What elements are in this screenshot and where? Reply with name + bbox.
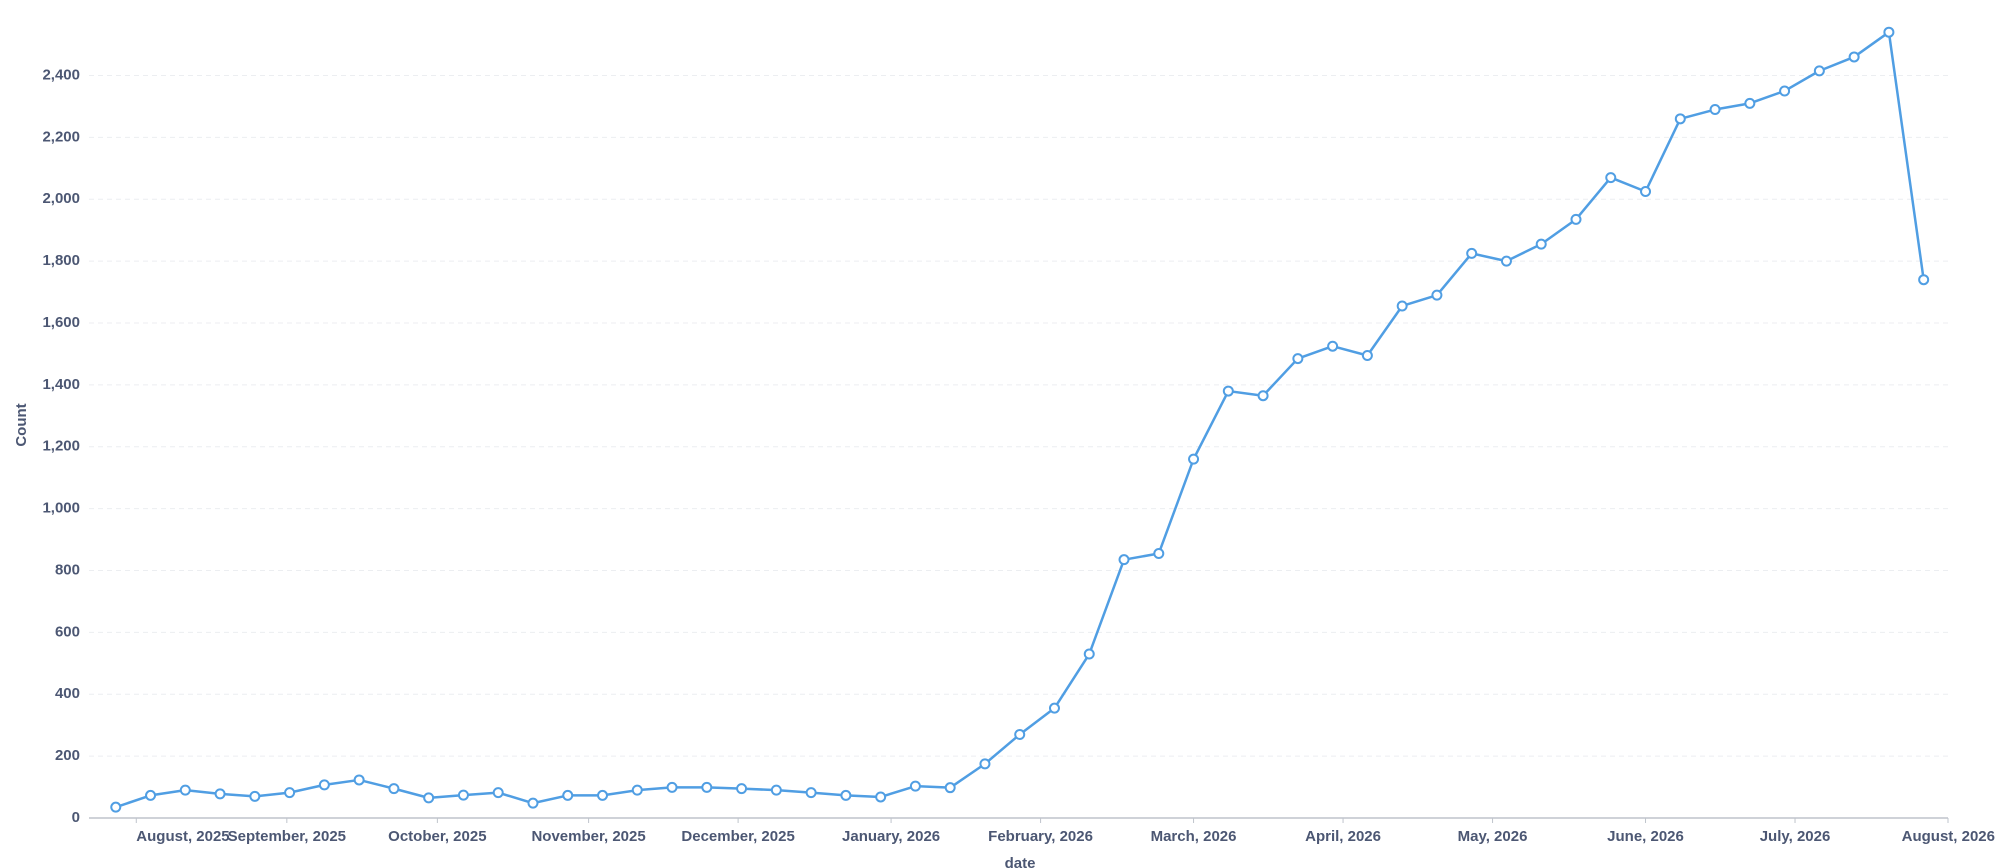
y-tick-label: 1,400 <box>42 376 80 393</box>
data-point <box>736 783 748 795</box>
data-point <box>631 784 643 796</box>
y-tick-label: 2,400 <box>42 66 80 83</box>
data-point <box>805 787 817 799</box>
data-point <box>1466 247 1478 259</box>
data-point <box>179 784 191 796</box>
y-tick-label: 800 <box>55 561 80 578</box>
x-axis-title: date <box>1005 855 1036 868</box>
y-axis-title: Count <box>13 403 30 446</box>
series-line <box>115 30 1925 809</box>
data-point <box>353 774 365 786</box>
data-point <box>1605 172 1617 184</box>
data-point <box>492 787 504 799</box>
y-tick-label: 400 <box>55 685 80 702</box>
x-tick-label: August, 2026 <box>1902 828 1995 845</box>
data-point <box>1570 213 1582 225</box>
data-point <box>1222 385 1234 397</box>
data-point <box>1048 702 1060 714</box>
data-point <box>1535 238 1547 250</box>
x-tick-label: September, 2025 <box>228 828 346 845</box>
data-point <box>597 789 609 801</box>
data-point <box>1257 390 1269 402</box>
x-tick-label: July, 2026 <box>1760 828 1831 845</box>
data-point <box>1396 300 1408 312</box>
y-tick-label: 1,800 <box>42 252 80 269</box>
data-point <box>1779 85 1791 97</box>
y-tick-label: 1,000 <box>42 500 80 517</box>
data-point <box>1674 113 1686 125</box>
data-point <box>1709 104 1721 116</box>
data-point <box>284 787 296 799</box>
data-point <box>1014 728 1026 740</box>
data-point <box>562 789 574 801</box>
data-point <box>249 790 261 802</box>
x-tick-label: November, 2025 <box>531 828 645 845</box>
x-tick-label: May, 2026 <box>1458 828 1528 845</box>
x-tick-label: December, 2025 <box>681 828 794 845</box>
x-tick-label: October, 2025 <box>388 828 486 845</box>
data-point <box>1361 349 1373 361</box>
data-point <box>1744 97 1756 109</box>
y-tick-label: 600 <box>55 623 80 640</box>
data-point <box>1883 26 1895 38</box>
data-point <box>457 789 469 801</box>
data-point <box>527 797 539 809</box>
data-point <box>145 789 157 801</box>
y-tick-label: 1,600 <box>42 314 80 331</box>
data-point <box>770 784 782 796</box>
data-point <box>1431 289 1443 301</box>
data-point <box>388 783 400 795</box>
x-tick-label: March, 2026 <box>1151 828 1237 845</box>
y-tick-label: 2,200 <box>42 128 80 145</box>
data-point <box>979 758 991 770</box>
data-point <box>1848 51 1860 63</box>
data-point <box>1153 547 1165 559</box>
data-point <box>875 791 887 803</box>
data-point <box>840 789 852 801</box>
data-point <box>1500 255 1512 267</box>
x-tick-label: January, 2026 <box>842 828 940 845</box>
data-point <box>1292 353 1304 365</box>
data-point <box>318 779 330 791</box>
data-point <box>1188 453 1200 465</box>
y-tick-label: 200 <box>55 747 80 764</box>
x-tick-label: June, 2026 <box>1607 828 1684 845</box>
y-tick-label: 0 <box>72 809 80 826</box>
data-point <box>1813 65 1825 77</box>
data-point <box>666 781 678 793</box>
data-point <box>110 801 122 813</box>
data-point <box>1327 340 1339 352</box>
data-point <box>909 780 921 792</box>
data-point <box>944 782 956 794</box>
data-point <box>701 781 713 793</box>
x-tick-label: February, 2026 <box>988 828 1093 845</box>
data-point <box>1918 274 1930 286</box>
data-point <box>214 788 226 800</box>
y-tick-label: 2,000 <box>42 190 80 207</box>
x-tick-label: August, 2025 <box>136 828 229 845</box>
y-tick-label: 1,200 <box>42 438 80 455</box>
data-point <box>1118 554 1130 566</box>
data-point <box>423 792 435 804</box>
x-tick-label: April, 2026 <box>1305 828 1381 845</box>
data-point <box>1640 186 1652 198</box>
data-point <box>1083 648 1095 660</box>
